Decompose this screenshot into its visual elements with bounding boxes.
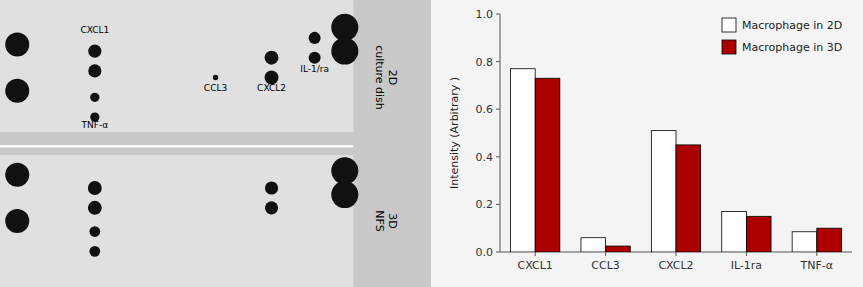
bar [676,145,701,252]
legend-swatch [722,18,736,32]
y-tick [496,156,500,157]
x-tick-label: TNF-α [800,259,834,272]
y-tick-label: 0.6 [476,103,494,116]
blot-label: CCL3 [204,83,227,93]
y-tick-label: 0.8 [476,56,494,69]
y-tick-label: 1.0 [476,8,494,21]
legend-label: Macrophage in 2D [742,19,842,32]
x-tick-label: CCL3 [591,259,620,272]
blot-dot [309,32,321,44]
blot-dot [5,32,29,56]
x-tick [605,252,606,256]
panel-label-line: NFS [373,210,386,231]
blot-dot [89,226,100,237]
legend-label: Macrophage in 3D [742,41,842,54]
blot-dot [331,157,358,184]
y-tick [496,61,500,62]
blot-divider [0,145,353,147]
y-tick [496,109,500,110]
y-tick-label: 0.4 [476,151,494,164]
bar [792,232,817,252]
blot-dot [265,181,278,194]
bar [511,69,536,252]
legend: Macrophage in 2D Macrophage in 3D [722,18,842,54]
panel-label-line: 3D [386,213,399,228]
blot-dot [265,201,278,214]
panel-label: 2Dculture dish [373,45,399,110]
blot-label: IL-1/ra [300,64,329,74]
bar [535,78,560,252]
blot-dot [5,163,29,187]
bar [746,216,771,252]
y-tick [496,252,500,253]
blot-dot [90,93,99,102]
blot-dot [88,201,102,215]
bar [817,228,842,252]
blot-membrane [0,0,353,132]
x-tick-label: IL-1ra [731,259,762,272]
blot-label: CXCL2 [257,83,286,93]
x-tick-label: CXCL1 [518,259,553,272]
x-tick [535,252,536,256]
blot-dot [88,64,101,77]
x-tick [746,252,747,256]
blot-dot [5,79,29,103]
bar [722,212,747,252]
blot-background [0,0,431,287]
blot-dot [331,181,358,208]
blot-dot [5,209,29,233]
blot-dot [89,246,100,257]
blot-label: TNF-α [81,120,109,130]
blot-dot [88,181,102,195]
y-tick [496,14,500,15]
y-tick-label: 0.2 [476,198,494,211]
bar [606,246,631,252]
blot-membrane [0,155,353,287]
blot-dot [309,52,321,64]
x-tick-label: CXCL2 [658,259,693,272]
blot-dot [265,51,279,65]
y-tick [496,204,500,205]
bar [651,131,676,252]
blot-label: CXCL1 [80,25,109,35]
x-tick [816,252,817,256]
bar [581,238,606,252]
blot-dot [88,44,101,57]
blot-dot [331,38,358,65]
axes: 0.0 0.2 0.4 0.6 0.8 1.0 Intensity (Arbitrary )… [448,8,852,272]
x-tick [676,252,677,256]
blot-panel: CXCL1 TNF-α CCL3 CXCL2 IL-1/ra 2Dculture dish… [0,0,431,287]
panel-label-line: culture dish [373,45,386,110]
bars [511,69,842,252]
legend-swatch [722,40,736,54]
blot-dot [213,75,218,80]
blot-dot [331,14,358,41]
y-axis-label: Intensity (Arbitrary ) [448,77,461,189]
y-axis-line [500,14,501,252]
y-tick-label: 0.0 [476,246,494,259]
panel-label-line: 2D [386,70,399,85]
panel-label: 3DNFS [373,210,399,231]
